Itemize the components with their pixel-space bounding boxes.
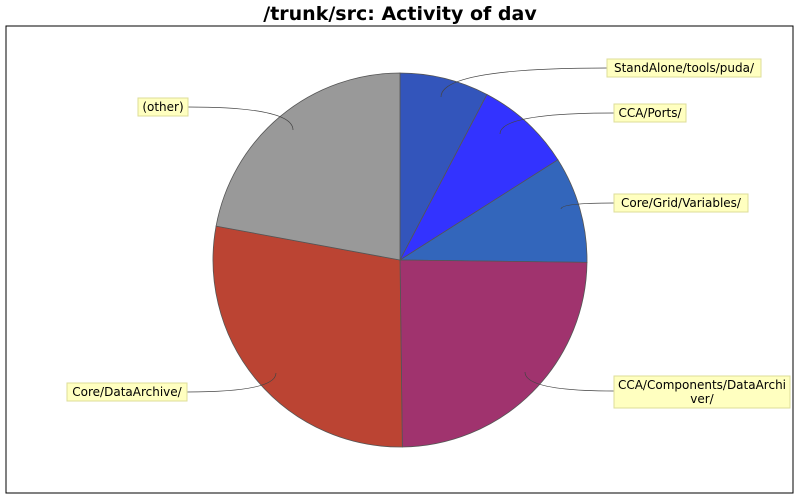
label-leader-lines <box>186 67 615 393</box>
leader-line-5 <box>187 106 294 131</box>
chart-title: /trunk/src: Activity of dav <box>263 3 537 25</box>
slice-label-5: (other) <box>142 100 183 114</box>
slice-label-2: Core/Grid/Variables/ <box>621 196 742 210</box>
pie-slice-5 <box>215 72 401 261</box>
slice-label-box-0 <box>606 58 762 78</box>
slice-label-box-4 <box>66 382 188 402</box>
slice-label-box-5 <box>137 97 189 117</box>
pie-slice-1 <box>398 93 559 262</box>
leader-line-4 <box>186 372 277 393</box>
leader-line-1 <box>499 112 615 135</box>
slice-label-box-3 <box>613 375 791 409</box>
pie-slices <box>212 72 588 448</box>
pie-slice-2 <box>398 159 588 263</box>
leader-line-0 <box>440 67 608 98</box>
leader-line-2 <box>560 202 615 210</box>
slice-label-1: CCA/Ports/ <box>618 106 682 120</box>
pie-slice-3 <box>399 259 588 448</box>
slice-labels: StandAlone/tools/puda/CCA/Ports/Core/Gri… <box>66 58 791 409</box>
slice-label-3: CCA/Components/DataArchi ver/ <box>618 378 786 406</box>
pie-slice-4 <box>212 225 403 448</box>
slice-label-4: Core/DataArchive/ <box>72 385 182 399</box>
slice-label-box-2 <box>613 193 749 213</box>
leader-line-3 <box>524 371 615 392</box>
slice-label-0: StandAlone/tools/puda/ <box>614 61 755 75</box>
slice-label-box-1 <box>613 103 687 123</box>
